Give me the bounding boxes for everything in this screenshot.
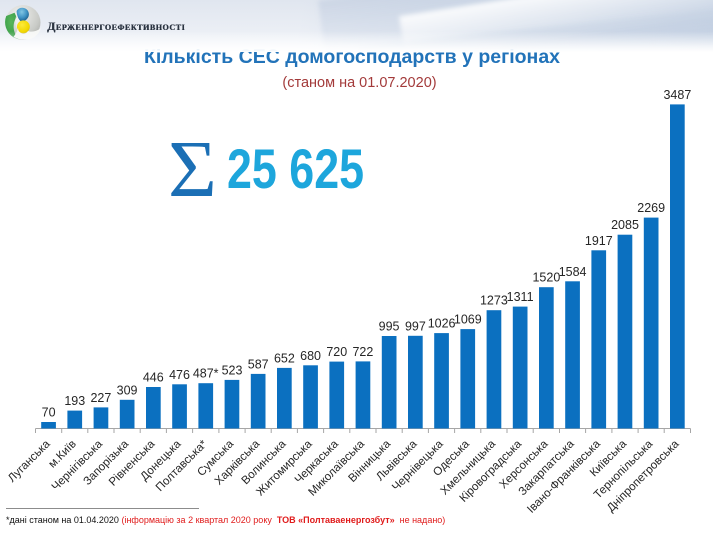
svg-text:1917: 1917	[585, 234, 613, 248]
svg-text:1520: 1520	[532, 271, 560, 285]
svg-text:523: 523	[222, 363, 243, 377]
svg-text:652: 652	[274, 351, 295, 365]
svg-text:487*: 487*	[193, 367, 219, 381]
svg-text:476: 476	[169, 368, 190, 382]
svg-text:1026: 1026	[428, 317, 456, 331]
svg-text:2085: 2085	[611, 218, 639, 232]
svg-text:1069: 1069	[454, 313, 482, 327]
svg-text:193: 193	[64, 394, 85, 408]
svg-text:1311: 1311	[507, 290, 534, 304]
svg-text:1273: 1273	[480, 294, 508, 308]
svg-text:995: 995	[379, 320, 400, 334]
svg-text:1584: 1584	[559, 265, 587, 279]
svg-text:446: 446	[143, 371, 164, 385]
svg-text:2269: 2269	[637, 201, 665, 215]
svg-text:722: 722	[352, 345, 373, 359]
svg-text:309: 309	[117, 383, 138, 397]
svg-text:3487: 3487	[663, 88, 691, 102]
svg-text:587: 587	[248, 357, 269, 371]
svg-text:720: 720	[326, 345, 347, 359]
svg-text:70: 70	[42, 406, 56, 420]
svg-text:680: 680	[300, 349, 321, 363]
svg-text:227: 227	[90, 391, 111, 405]
svg-text:997: 997	[405, 319, 426, 333]
